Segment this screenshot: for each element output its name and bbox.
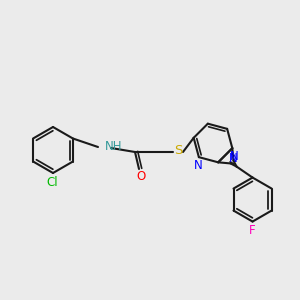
Text: Cl: Cl <box>46 176 58 190</box>
Text: S: S <box>174 145 182 158</box>
Text: N: N <box>230 150 239 163</box>
Text: N: N <box>194 159 202 172</box>
Text: F: F <box>249 224 256 237</box>
Text: O: O <box>136 170 146 184</box>
Text: NH: NH <box>105 140 122 152</box>
Text: N: N <box>229 152 238 165</box>
